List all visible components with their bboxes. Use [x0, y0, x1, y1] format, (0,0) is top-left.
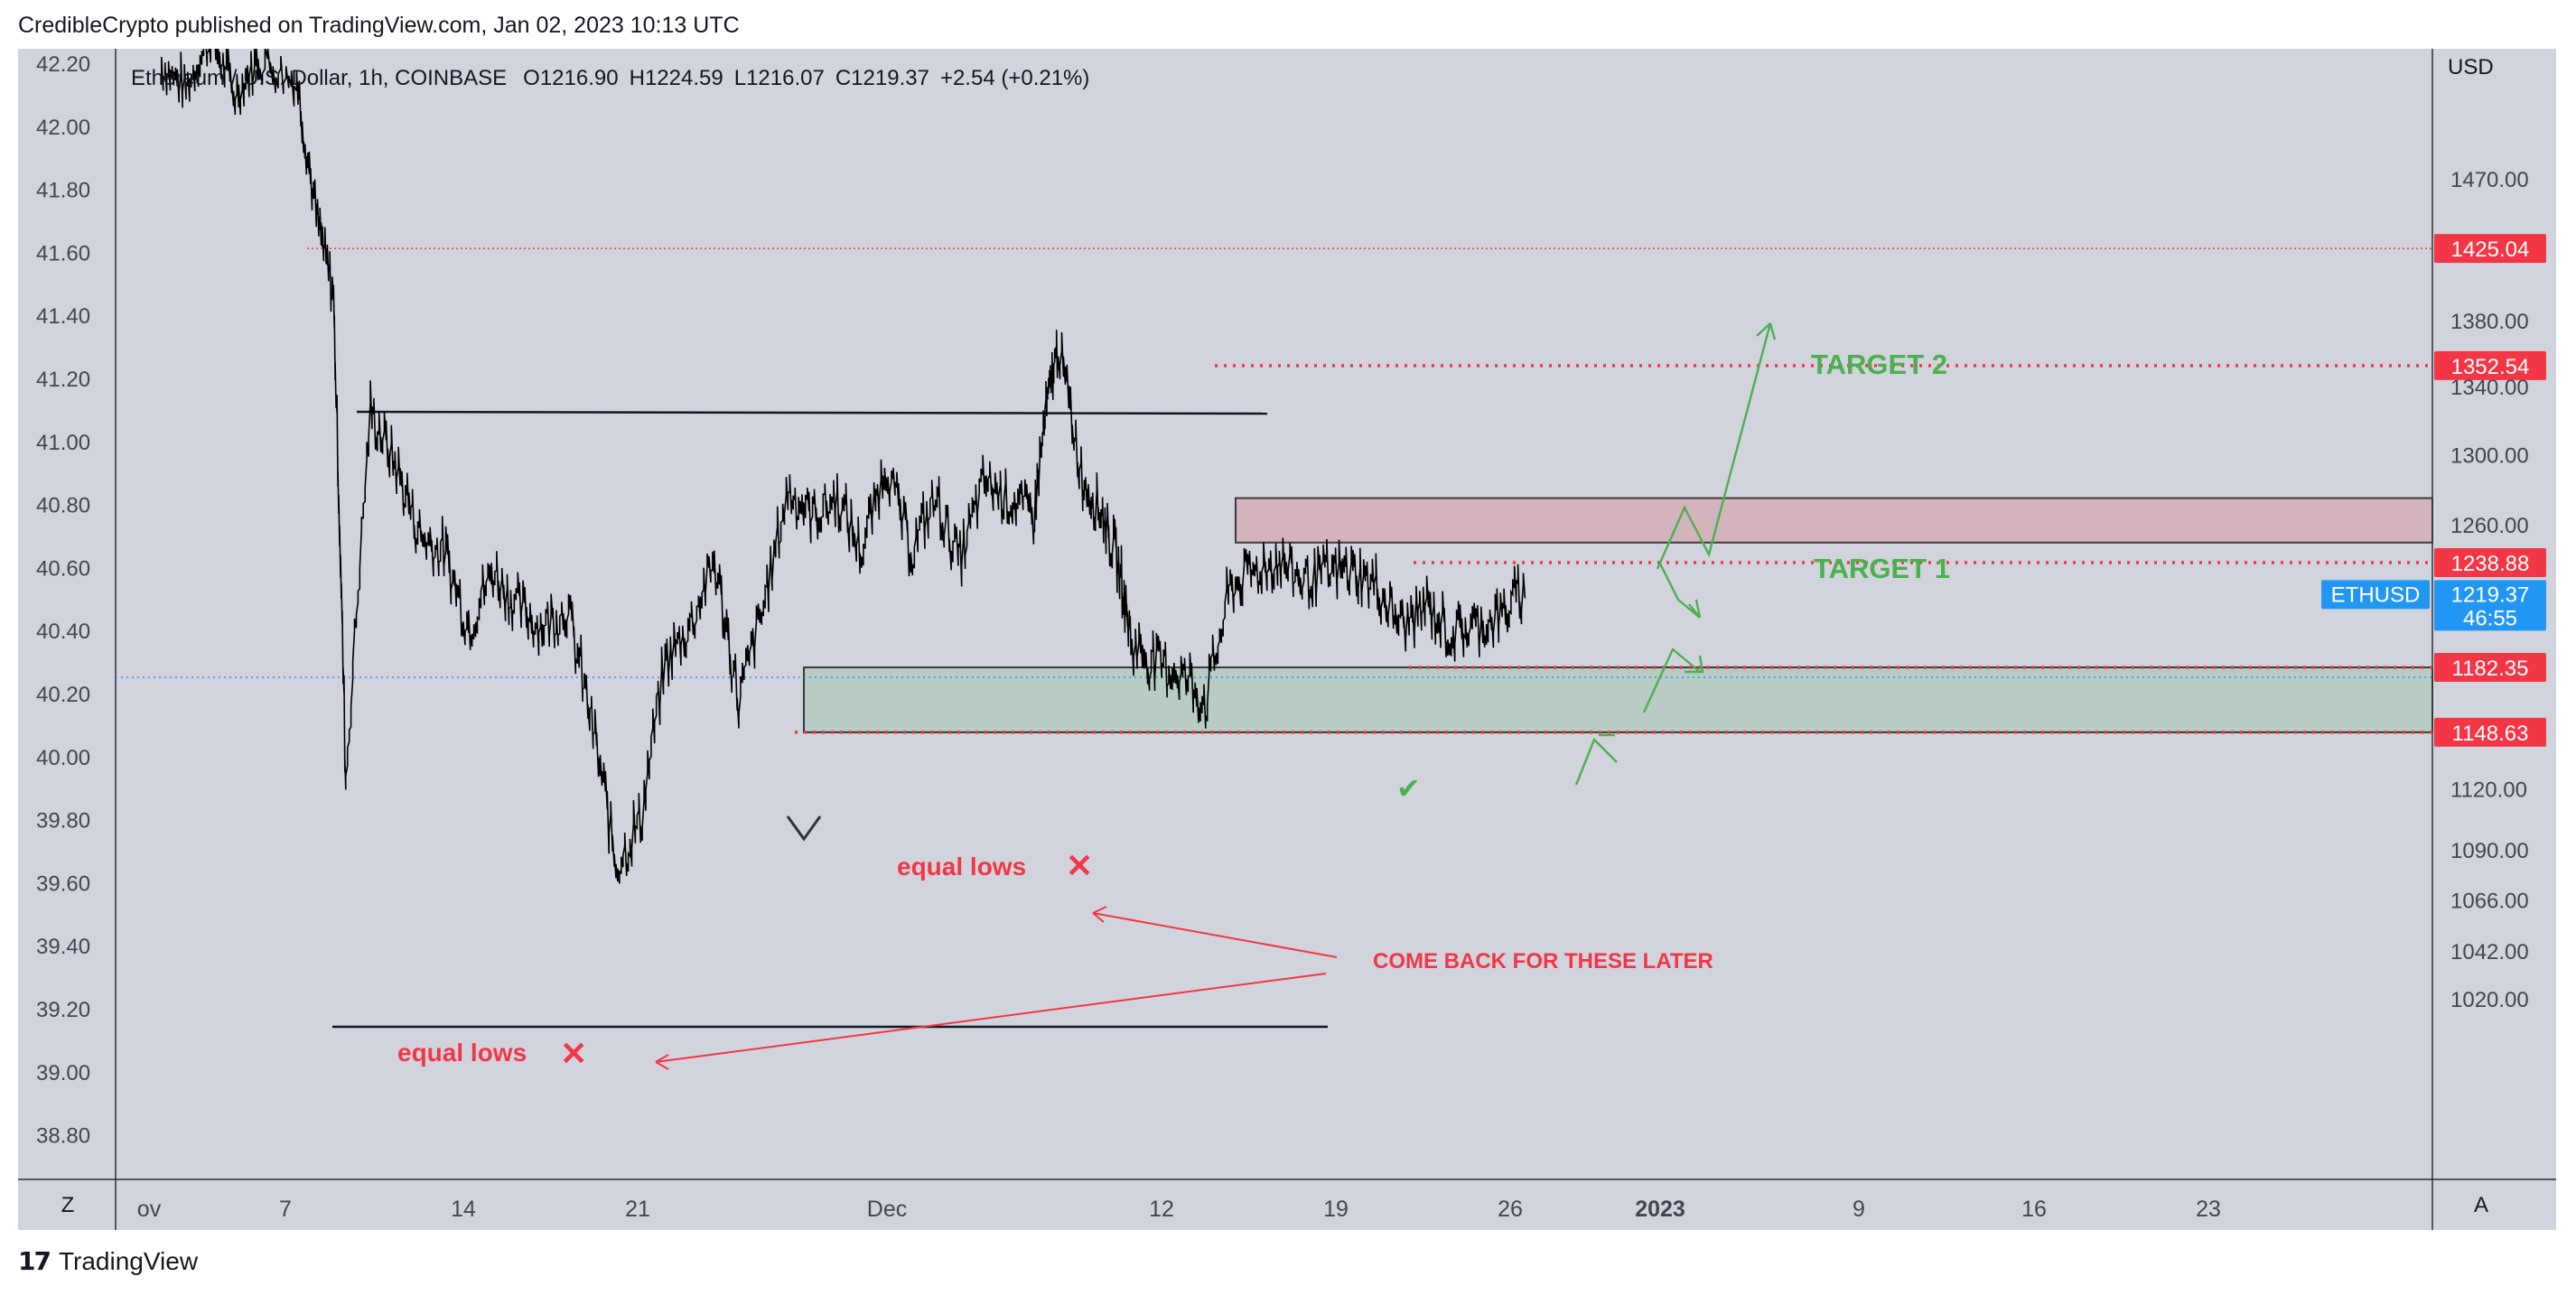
pointer-arrow-lower: [655, 973, 1327, 1070]
footer-brand-text: TradingView: [58, 1246, 199, 1275]
time-axis-tick: 14: [451, 1197, 476, 1222]
time-axis-tick: Dec: [867, 1197, 907, 1222]
come-back-label: COME BACK FOR THESE LATER: [1373, 949, 1713, 974]
legend-o-label: O: [523, 66, 540, 90]
left-axis-tick: 38.80: [36, 1124, 90, 1149]
price-label-1182.35: 1182.35: [2452, 657, 2529, 681]
price-label-bg: [2434, 350, 2546, 380]
right-axis-tick: 1020.00: [2450, 988, 2529, 1012]
time-axis-tick: 16: [2021, 1197, 2047, 1222]
left-axis-tick: 39.40: [36, 935, 90, 959]
cross-icon-lower: ✕: [560, 1035, 587, 1072]
right-axis-tick: 1042.00: [2450, 940, 2529, 964]
tradingview-logo-icon: 17: [18, 1246, 51, 1276]
left-axis-tick: 42.20: [36, 52, 90, 77]
target-1-label: TARGET 1: [1814, 553, 1950, 584]
time-axis-tick: 23: [2196, 1197, 2221, 1222]
time-axis-tick: 26: [1498, 1197, 1523, 1222]
left-axis-tick: 39.00: [36, 1061, 90, 1085]
price-chart[interactable]: ✔ ✕ ✕ TARGET 2 TARGET 1 equal lows equal lows C…: [18, 49, 2556, 1230]
symbol-tag-bg: [2321, 580, 2430, 610]
left-axis-tick: 40.00: [36, 746, 90, 770]
equal-lows-upper-label: equal lows: [897, 852, 1026, 880]
time-axis-tick: 21: [625, 1197, 650, 1222]
pointer-arrow-upper: [1092, 906, 1338, 958]
demand-zone: [803, 666, 2433, 733]
price-label-1352.54: 1352.54: [2451, 355, 2530, 379]
price-label-1238.88: 1238.88: [2451, 552, 2530, 576]
projection-arrow-3: [1656, 322, 1777, 570]
left-axis-tick: 40.80: [36, 494, 90, 518]
right-axis-tick: 1066.00: [2450, 889, 2529, 913]
price-label-bg: [2434, 234, 2546, 264]
range-high-line: [356, 410, 1268, 415]
right-axis-tick: 1120.00: [2450, 778, 2527, 803]
left-axis-tick: 41.40: [36, 304, 90, 329]
right-axis-tick: 1090.00: [2450, 839, 2529, 863]
price-label-1425.04: 1425.04: [2451, 238, 2530, 262]
legend-change: +2.54 (+0.21%): [940, 66, 1089, 90]
left-axis-tick: 39.20: [36, 998, 90, 1022]
right-axis-tick: 1380.00: [2450, 310, 2529, 334]
price-label-bg: [2434, 717, 2546, 747]
left-axis-tick: 41.80: [36, 179, 90, 203]
legend-l-label: L: [734, 66, 746, 90]
time-axis-tick: ov: [137, 1197, 162, 1222]
footer-brand: 17 TradingView: [18, 1246, 198, 1276]
left-axis-tick: 39.80: [36, 809, 90, 834]
projection-arrow-2: [1658, 563, 1702, 619]
left-axis-tick: 41.00: [36, 431, 90, 455]
left-axis-tick: 40.40: [36, 620, 90, 644]
right-axis-tick: 1260.00: [2450, 514, 2529, 538]
auto-scale-left-button[interactable]: Z: [61, 1193, 75, 1217]
publish-header: CredibleCrypto published on TradingView.…: [18, 13, 740, 38]
time-axis-tick: 19: [1323, 1197, 1349, 1222]
left-axis-tick: 40.20: [36, 683, 90, 707]
equal-lows-lower-label: equal lows: [397, 1039, 527, 1067]
countdown-label: 46:55: [2463, 606, 2517, 630]
chart-frame: ✔ ✕ ✕ TARGET 2 TARGET 1 equal lows equal lows C…: [18, 49, 2556, 1230]
time-axis-tick: 7: [279, 1197, 292, 1222]
projection-arrow-1: [1642, 648, 1704, 713]
left-axis-tick: 42.00: [36, 116, 90, 140]
price-series-line: [161, 49, 1526, 884]
auto-scale-right-button[interactable]: A: [2473, 1193, 2488, 1217]
price-label-bg: [2434, 653, 2546, 683]
cross-icon-upper: ✕: [1066, 847, 1093, 884]
projection-arrow-4: [1574, 733, 1618, 786]
time-axis-tick: 2023: [1635, 1197, 1685, 1222]
target-2-label: TARGET 2: [1811, 349, 1947, 380]
left-axis-tick: 39.60: [36, 871, 90, 896]
legend-c-value: 1219.37: [851, 66, 929, 90]
checkmark-icon: ✔: [1396, 772, 1421, 805]
legend-l-value: 1216.07: [746, 66, 825, 90]
legend-c-label: C: [835, 66, 851, 90]
left-axis-tick: 41.20: [36, 368, 90, 392]
price-label-1148.63: 1148.63: [2452, 722, 2529, 746]
left-axis-tick: 40.60: [36, 556, 90, 581]
legend-symbol: Ethereum / U.S. Dollar, 1h, COINBASE: [131, 66, 507, 90]
last-price-label-bg: [2434, 580, 2546, 631]
last-price-label: 1219.37: [2451, 582, 2530, 607]
time-axis-tick: 9: [1853, 1197, 1865, 1222]
currency-label: USD: [2448, 55, 2494, 79]
legend-h-value: 1224.59: [645, 66, 723, 90]
time-axis-tick: 12: [1149, 1197, 1174, 1222]
price-label-bg: [2434, 547, 2546, 577]
symbol-tag-label: ETHUSD: [2331, 582, 2421, 607]
right-axis-tick: 1470.00: [2450, 168, 2529, 192]
supply-zone: [1235, 497, 2433, 544]
legend-o-value: 1216.90: [540, 66, 619, 90]
legend-h-label: H: [630, 66, 645, 90]
right-axis-tick: 1300.00: [2450, 443, 2529, 468]
bottom-marker-icon: [786, 815, 822, 842]
left-axis-tick: 41.60: [36, 241, 90, 266]
